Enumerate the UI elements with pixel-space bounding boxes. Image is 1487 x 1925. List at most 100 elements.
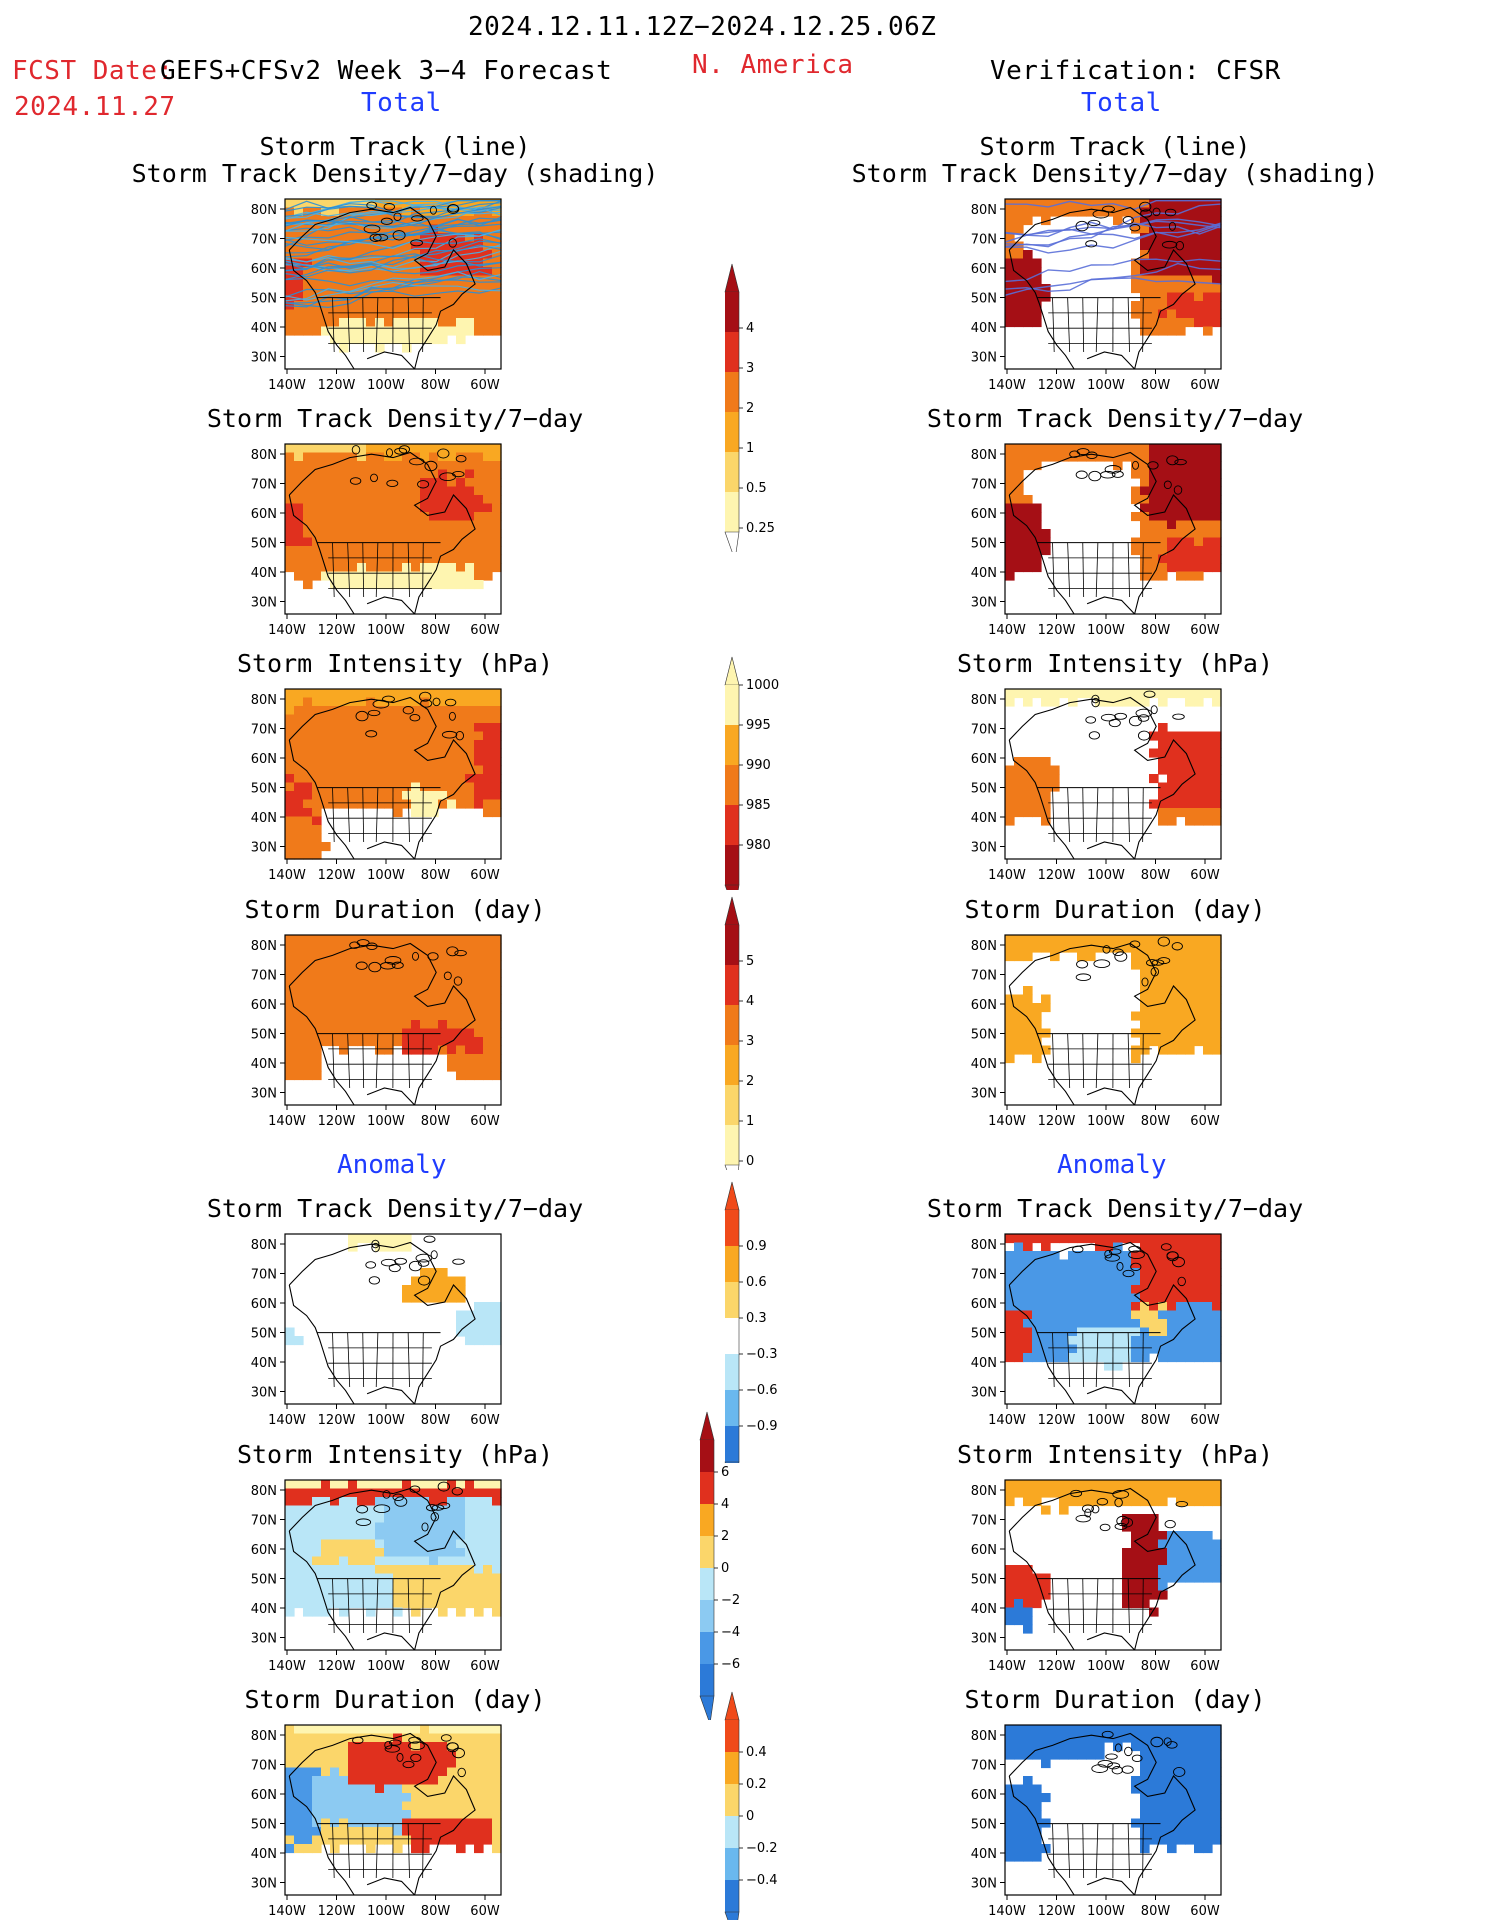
title-right-anom-intensity: Storm Intensity (hPa) xyxy=(956,1440,1274,1469)
lon-tick-label: 120W xyxy=(318,1114,356,1129)
colorbar-label: 0.9 xyxy=(746,1239,767,1254)
lon-tick-label: 120W xyxy=(1038,623,1076,638)
lon-tick-label: 60W xyxy=(470,1659,500,1674)
colorbar-label: −0.2 xyxy=(746,1841,778,1856)
lon-tick-label: 100W xyxy=(1087,1904,1125,1919)
title-left-density: Storm Track Density/7−day xyxy=(206,404,584,433)
lon-tick-label: 120W xyxy=(1038,1659,1076,1674)
lon-tick-label: 100W xyxy=(367,868,405,883)
lon-tick-label: 60W xyxy=(470,868,500,883)
lat-tick-label: 40N xyxy=(971,1057,997,1072)
lon-tick-label: 100W xyxy=(1087,1659,1125,1674)
colorbar-label: 4 xyxy=(746,994,754,1009)
colorbar-label: −2 xyxy=(721,1593,740,1608)
lat-tick-label: 70N xyxy=(971,1268,997,1283)
lat-tick-label: 30N xyxy=(251,351,277,366)
fcst-date-value: 2024.11.27 xyxy=(14,92,176,122)
lon-tick-label: 120W xyxy=(1038,868,1076,883)
lat-tick-label: 80N xyxy=(251,1484,277,1499)
lat-tick-label: 80N xyxy=(251,1238,277,1253)
lon-tick-label: 100W xyxy=(367,1904,405,1919)
lon-tick-label: 80W xyxy=(1141,1659,1171,1674)
lat-tick-label: 70N xyxy=(971,1759,997,1774)
lon-tick-label: 80W xyxy=(421,1904,451,1919)
lat-tick-label: 70N xyxy=(971,478,997,493)
lon-tick-label: 120W xyxy=(318,378,356,393)
lat-tick-label: 60N xyxy=(971,998,997,1013)
colorbar-intensity: 1000 995 990 985 980 xyxy=(724,656,779,890)
lat-tick-label: 70N xyxy=(971,233,997,248)
lat-tick-label: 30N xyxy=(971,596,997,611)
lon-tick-label: 80W xyxy=(421,1659,451,1674)
lat-tick-label: 80N xyxy=(971,1729,997,1744)
colorbar-label: 0.3 xyxy=(746,1311,767,1326)
lon-tick-label: 120W xyxy=(318,1413,356,1428)
lat-tick-label: 60N xyxy=(971,1543,997,1558)
title-right-anom-density: Storm Track Density/7−day xyxy=(926,1194,1304,1223)
lat-tick-label: 70N xyxy=(971,969,997,984)
lat-tick-label: 80N xyxy=(251,1729,277,1744)
lat-tick-label: 80N xyxy=(971,448,997,463)
lat-tick-label: 80N xyxy=(971,693,997,708)
lat-tick-label: 30N xyxy=(971,351,997,366)
colorbar-label: −6 xyxy=(721,1657,740,1672)
lat-tick-label: 40N xyxy=(251,811,277,826)
lat-tick-label: 30N xyxy=(971,1386,997,1401)
lon-tick-label: 60W xyxy=(1190,1904,1220,1919)
lat-tick-label: 30N xyxy=(971,1087,997,1102)
date-range-title: 2024.12.11.12Z−2024.12.25.06Z xyxy=(468,12,937,42)
lat-tick-label: 70N xyxy=(251,1759,277,1774)
lon-tick-label: 80W xyxy=(421,1114,451,1129)
lon-tick-label: 120W xyxy=(1038,1904,1076,1919)
lon-tick-label: 80W xyxy=(421,378,451,393)
lat-tick-label: 40N xyxy=(971,1847,997,1862)
lon-tick-label: 140W xyxy=(988,378,1026,393)
lon-tick-label: 60W xyxy=(470,1904,500,1919)
lat-tick-label: 40N xyxy=(251,1356,277,1371)
colorbar-label: 2 xyxy=(721,1529,729,1544)
lon-tick-label: 140W xyxy=(268,1413,306,1428)
lat-tick-label: 40N xyxy=(971,1602,997,1617)
lat-tick-label: 70N xyxy=(251,1268,277,1283)
colorbar-label: 0.2 xyxy=(746,1777,767,1792)
lat-tick-label: 70N xyxy=(251,723,277,738)
lon-tick-label: 100W xyxy=(367,623,405,638)
map-right-duration: 80N 70N 60N 50N 40N 30N 140W 120W 100W 80W 60W xyxy=(971,934,1222,1129)
title-right-track-shading: Storm Track Density/7−day (shading) xyxy=(851,159,1379,188)
lat-tick-label: 30N xyxy=(251,1087,277,1102)
lon-tick-label: 80W xyxy=(1141,623,1171,638)
lon-tick-label: 120W xyxy=(318,623,356,638)
colorbar-label: 0 xyxy=(746,1154,754,1169)
lat-tick-label: 60N xyxy=(971,752,997,767)
colorbar-label: 985 xyxy=(746,798,771,813)
title-left-intensity: Storm Intensity (hPa) xyxy=(236,649,554,678)
lon-tick-label: 80W xyxy=(421,868,451,883)
colorbar-label: 1 xyxy=(746,1114,754,1129)
lat-tick-label: 50N xyxy=(971,1818,997,1833)
fcst-date-label: FCST Date: xyxy=(12,56,174,86)
lat-tick-label: 50N xyxy=(251,1028,277,1043)
lat-tick-label: 70N xyxy=(251,1514,277,1529)
lon-tick-label: 100W xyxy=(1087,378,1125,393)
title-left-anom-density: Storm Track Density/7−day xyxy=(206,1194,584,1223)
lat-tick-label: 50N xyxy=(971,1028,997,1043)
title-right-duration: Storm Duration (day) xyxy=(964,895,1266,924)
lon-tick-label: 60W xyxy=(470,1114,500,1129)
lat-tick-label: 30N xyxy=(971,1632,997,1647)
colorbar-label: −0.6 xyxy=(746,1383,778,1398)
colorbar-label: 4 xyxy=(721,1497,729,1512)
title-right-density: Storm Track Density/7−day xyxy=(926,404,1304,433)
colorbar-label: 0 xyxy=(746,1809,754,1824)
lon-tick-label: 60W xyxy=(1190,1659,1220,1674)
map-left-density: 80N 70N 60N 50N 40N 30N 140W 120W 100W 80W 60W xyxy=(251,443,502,638)
colorbar-anom-density: 0.9 0.6 0.3 −0.3 −0.6 −0.9 xyxy=(724,1181,778,1463)
lon-tick-label: 60W xyxy=(1190,378,1220,393)
lat-tick-label: 40N xyxy=(251,1847,277,1862)
lat-tick-label: 60N xyxy=(251,262,277,277)
colorbar-label: 0 xyxy=(721,1561,729,1576)
lon-tick-label: 80W xyxy=(1141,378,1171,393)
colorbar-label: 980 xyxy=(746,838,771,853)
lat-tick-label: 50N xyxy=(971,292,997,307)
lon-tick-label: 60W xyxy=(1190,1413,1220,1428)
title-left-track-line: Storm Track (line) xyxy=(259,132,531,161)
